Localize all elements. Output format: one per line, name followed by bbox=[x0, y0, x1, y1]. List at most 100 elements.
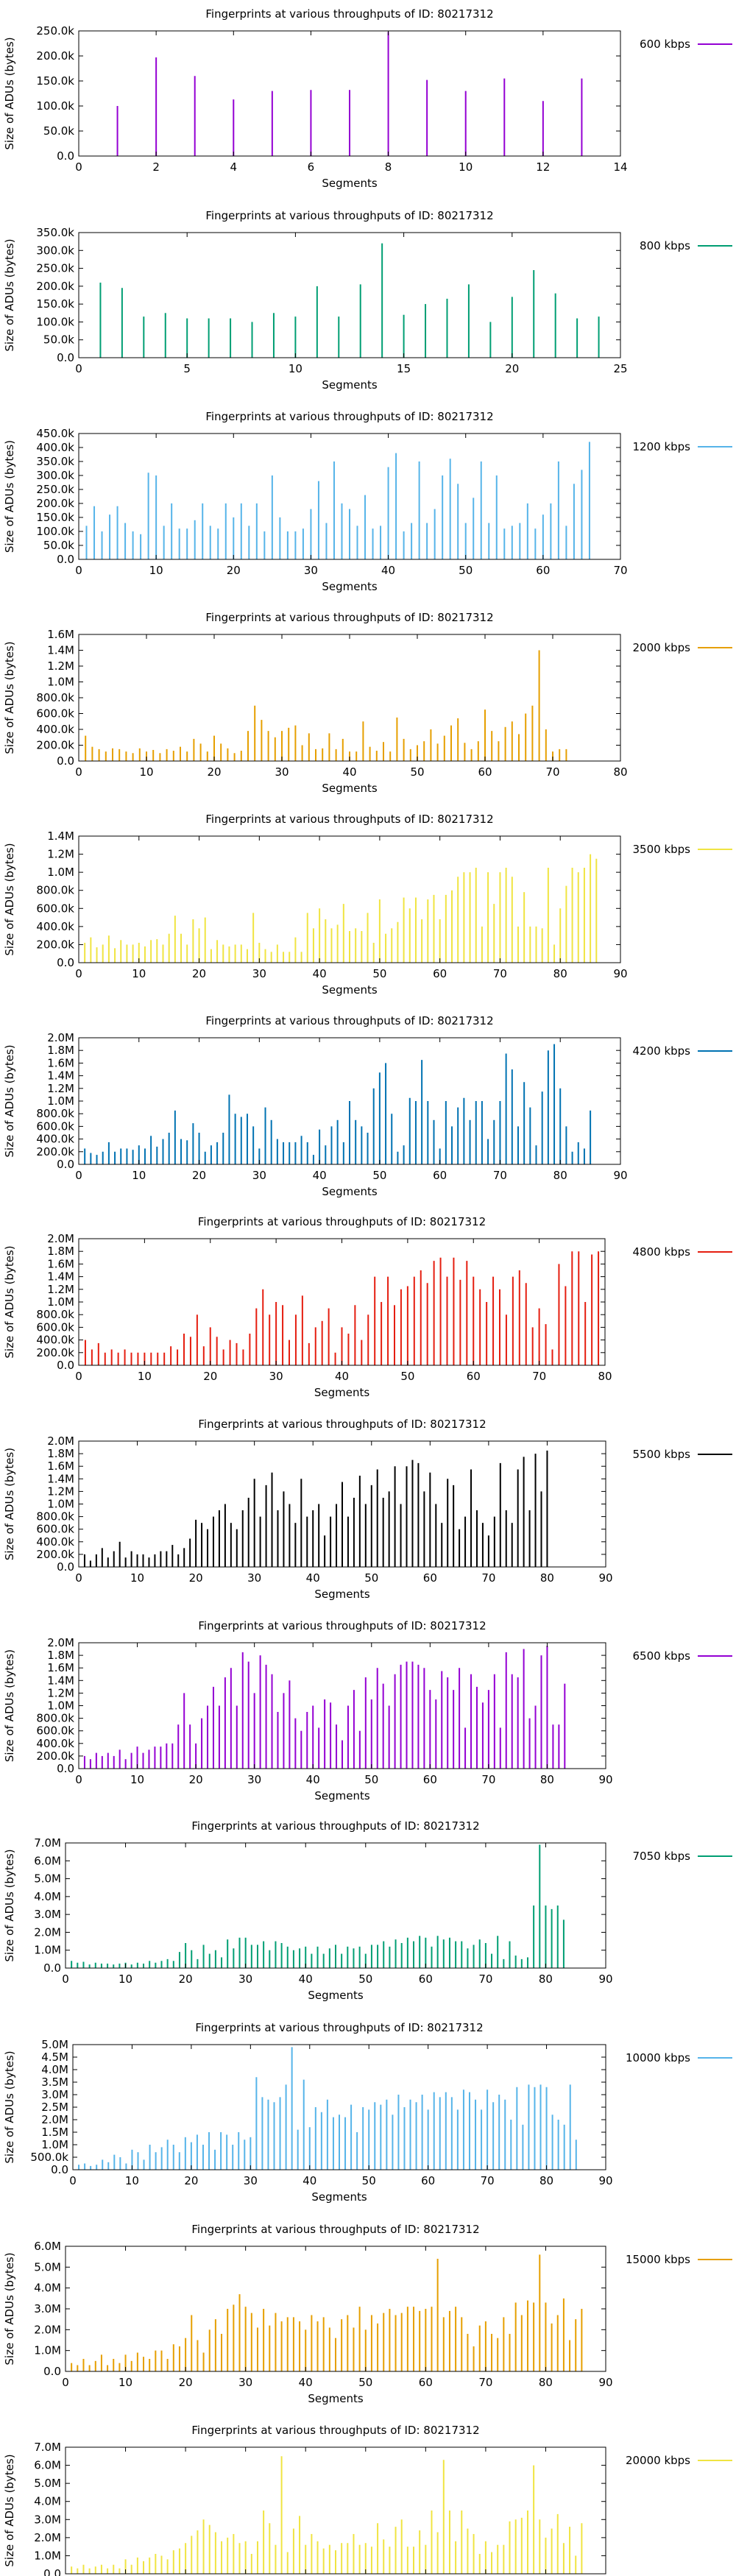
x-tick-label: 70 bbox=[481, 1773, 495, 1786]
x-tick-label: 80 bbox=[553, 967, 567, 980]
x-axis-label: Segments bbox=[308, 1989, 364, 2002]
x-tick-label: 40 bbox=[302, 2174, 316, 2187]
y-tick-label: 1.8M bbox=[47, 1447, 74, 1460]
chart-panel-11: Fingerprints at various throughputs of I… bbox=[3, 2021, 732, 2204]
x-tick-label: 30 bbox=[304, 564, 318, 577]
y-tick-label: 1.6M bbox=[47, 1056, 74, 1069]
x-tick-label: 10 bbox=[118, 1972, 132, 1986]
legend-label: 5500 kbps bbox=[633, 1448, 691, 1461]
y-tick-label: 1.4M bbox=[47, 1674, 74, 1687]
y-tick-label: 1.4M bbox=[47, 1069, 74, 1083]
x-tick-label: 80 bbox=[539, 2376, 553, 2389]
x-tick-label: 30 bbox=[238, 1972, 252, 1986]
x-tick-label: 40 bbox=[299, 1972, 313, 1986]
y-tick-label: 3.5M bbox=[41, 2076, 68, 2089]
x-tick-label: 80 bbox=[540, 1773, 554, 1786]
y-tick-label: 1.0M bbox=[47, 1295, 74, 1309]
bar-series bbox=[99, 243, 600, 358]
x-tick-label: 90 bbox=[598, 1571, 612, 1585]
x-tick-label: 60 bbox=[423, 1773, 437, 1786]
y-axis-label: Size of ADUs (bytes) bbox=[3, 1044, 16, 1157]
x-tick-label: 0 bbox=[75, 1571, 82, 1585]
x-tick-label: 5 bbox=[183, 362, 191, 375]
x-tick-label: 70 bbox=[478, 2376, 492, 2389]
y-tick-label: 600.0k bbox=[36, 902, 74, 915]
chart-panel-9: Fingerprints at various throughputs of I… bbox=[3, 1619, 732, 1802]
x-tick-label: 0 bbox=[62, 1972, 69, 1986]
x-tick-label: 10 bbox=[289, 362, 302, 375]
y-tick-label: 1.8M bbox=[47, 1044, 74, 1057]
legend-label: 600 kbps bbox=[640, 38, 690, 51]
y-tick-label: 0.0 bbox=[57, 1560, 74, 1574]
x-tick-label: 0 bbox=[69, 2174, 77, 2187]
y-tick-label: 0.0 bbox=[57, 553, 74, 566]
x-tick-label: 60 bbox=[419, 2376, 433, 2389]
y-axis-label: Size of ADUs (bytes) bbox=[3, 1849, 16, 1961]
legend-label: 1200 kbps bbox=[633, 440, 691, 453]
y-tick-label: 1.0M bbox=[41, 2138, 68, 2151]
x-tick-label: 60 bbox=[433, 967, 447, 980]
y-tick-label: 1.6M bbox=[47, 1257, 74, 1270]
x-tick-label: 30 bbox=[247, 1773, 261, 1786]
y-tick-label: 2.5M bbox=[41, 2101, 68, 2114]
y-axis-label: Size of ADUs (bytes) bbox=[3, 1448, 16, 1560]
x-tick-label: 60 bbox=[478, 765, 492, 779]
y-tick-label: 200.0k bbox=[36, 497, 74, 510]
y-tick-label: 1.6M bbox=[47, 1459, 74, 1473]
legend-label: 4200 kbps bbox=[633, 1044, 691, 1058]
chart-title: Fingerprints at various throughputs of I… bbox=[205, 7, 493, 21]
x-tick-label: 90 bbox=[598, 1972, 612, 1986]
x-tick-label: 0 bbox=[75, 362, 82, 375]
y-tick-label: 300.0k bbox=[36, 244, 74, 257]
y-tick-label: 3.0M bbox=[41, 2088, 68, 2101]
x-tick-label: 30 bbox=[252, 1169, 266, 1182]
y-tick-label: 1.4M bbox=[47, 1472, 74, 1485]
y-tick-label: 1.4M bbox=[47, 829, 74, 843]
x-tick-label: 50 bbox=[364, 1773, 378, 1786]
x-tick-label: 50 bbox=[358, 1972, 372, 1986]
y-axis-label: Size of ADUs (bytes) bbox=[3, 440, 16, 553]
bar-series bbox=[84, 854, 598, 963]
y-tick-label: 4.0M bbox=[41, 2063, 68, 2076]
x-tick-label: 40 bbox=[306, 1571, 320, 1585]
y-tick-label: 200.0k bbox=[36, 739, 74, 752]
y-tick-label: 200.0k bbox=[36, 1346, 74, 1359]
bar-series bbox=[85, 650, 567, 761]
x-axis-label: Segments bbox=[322, 378, 378, 392]
y-tick-label: 0.0 bbox=[43, 2365, 61, 2378]
x-tick-label: 0 bbox=[75, 564, 82, 577]
x-tick-label: 40 bbox=[381, 564, 395, 577]
y-tick-label: 0.0 bbox=[57, 956, 74, 969]
x-tick-label: 90 bbox=[613, 1169, 627, 1182]
y-tick-label: 150.0k bbox=[36, 511, 74, 524]
y-axis-label: Size of ADUs (bytes) bbox=[3, 2454, 16, 2566]
y-tick-label: 1.4M bbox=[47, 1270, 74, 1284]
legend-label: 4800 kbps bbox=[633, 1245, 691, 1259]
y-tick-label: 400.0k bbox=[36, 1535, 74, 1549]
chart-title: Fingerprints at various throughputs of I… bbox=[191, 1819, 479, 1833]
y-axis-label: Size of ADUs (bytes) bbox=[3, 238, 16, 351]
y-tick-label: 2.0M bbox=[34, 1925, 61, 1939]
legend-label: 10000 kbps bbox=[626, 2051, 690, 2064]
bar-series bbox=[71, 2456, 583, 2574]
x-axis-label: Segments bbox=[322, 580, 378, 593]
x-tick-label: 0 bbox=[75, 765, 82, 779]
y-tick-label: 0.0 bbox=[57, 1359, 74, 1372]
x-tick-label: 10 bbox=[130, 1773, 144, 1786]
y-tick-label: 600.0k bbox=[36, 707, 74, 721]
x-tick-label: 20 bbox=[207, 765, 221, 779]
y-tick-label: 0.0 bbox=[57, 1762, 74, 1775]
x-tick-label: 60 bbox=[536, 564, 550, 577]
y-tick-label: 1.4M bbox=[47, 644, 74, 657]
x-tick-label: 60 bbox=[433, 1169, 447, 1182]
y-tick-label: 350.0k bbox=[36, 226, 74, 239]
y-tick-label: 1.8M bbox=[47, 1245, 74, 1258]
chart-panel-1: Fingerprints at various throughputs of I… bbox=[3, 7, 732, 190]
chart-panel-7: Fingerprints at various throughputs of I… bbox=[3, 1215, 732, 1399]
y-tick-label: 3.0M bbox=[34, 2513, 61, 2526]
x-tick-label: 20 bbox=[184, 2174, 198, 2187]
legend-label: 20000 kbps bbox=[626, 2454, 690, 2467]
x-tick-label: 50 bbox=[372, 1169, 386, 1182]
y-tick-label: 1.2M bbox=[47, 1485, 74, 1498]
y-tick-label: 500.0k bbox=[30, 2151, 68, 2164]
